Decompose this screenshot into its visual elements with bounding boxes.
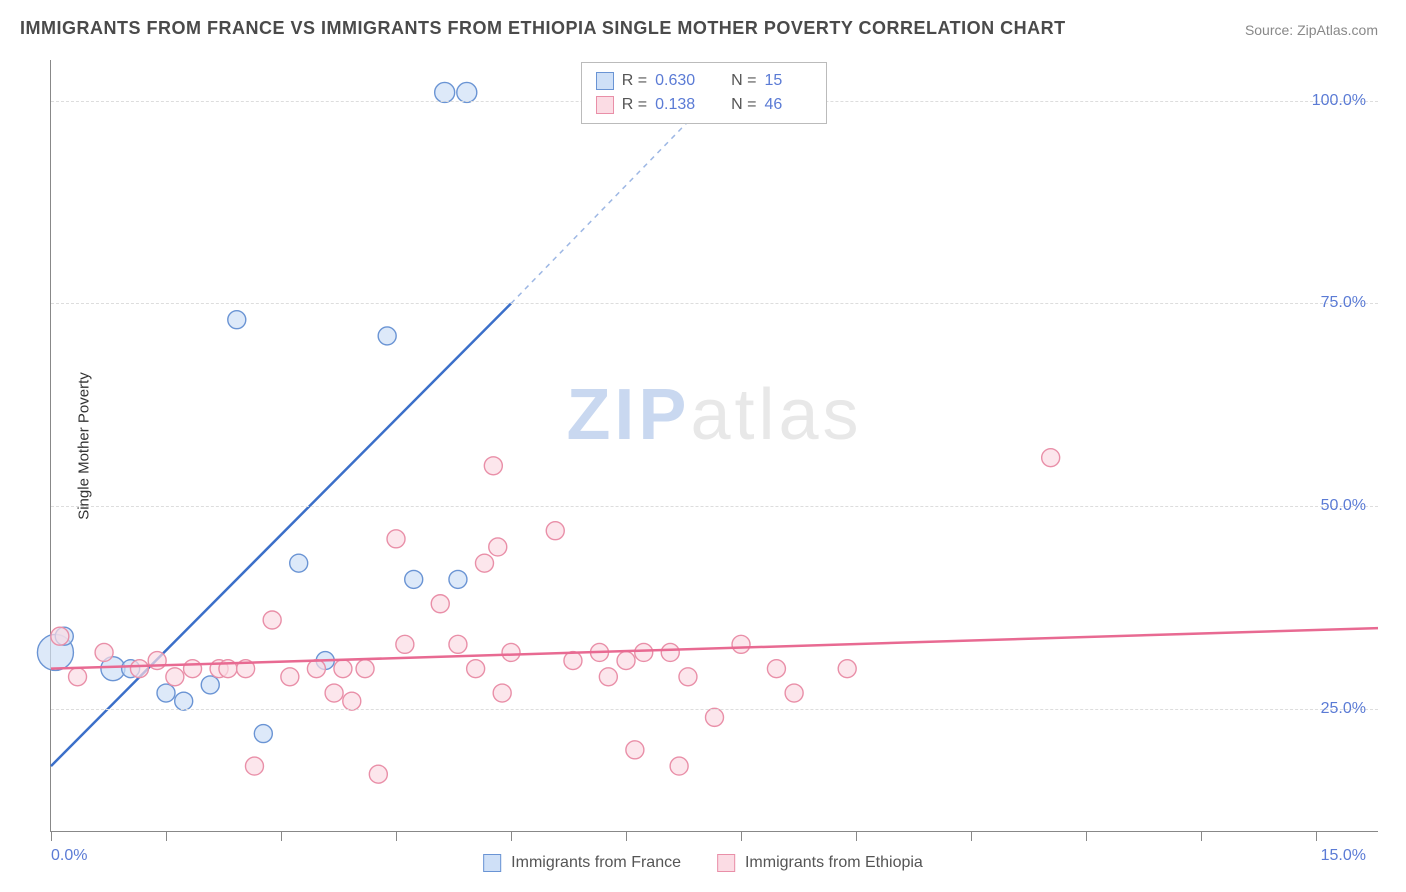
data-point xyxy=(457,82,477,102)
data-point xyxy=(785,684,803,702)
x-axis-max-label: 15.0% xyxy=(1321,847,1366,865)
data-point xyxy=(166,668,184,686)
xtick xyxy=(281,831,282,841)
data-point xyxy=(387,530,405,548)
data-point xyxy=(449,570,467,588)
xtick xyxy=(1086,831,1087,841)
ytick-label: 100.0% xyxy=(1312,92,1366,110)
data-point xyxy=(635,643,653,661)
xtick xyxy=(166,831,167,841)
legend-item-ethiopia: Immigrants from Ethiopia xyxy=(717,854,923,872)
xtick xyxy=(971,831,972,841)
r-label: R = xyxy=(622,96,647,114)
data-point xyxy=(325,684,343,702)
legend-stats-row: R = 0.138 N = 46 xyxy=(596,93,813,117)
legend-bottom: Immigrants from France Immigrants from E… xyxy=(483,854,923,872)
legend-stats-row: R = 0.630 N = 15 xyxy=(596,69,813,93)
data-point xyxy=(201,676,219,694)
xtick xyxy=(511,831,512,841)
ytick-label: 50.0% xyxy=(1321,497,1366,515)
r-value: 0.138 xyxy=(655,96,703,114)
xtick xyxy=(396,831,397,841)
data-point xyxy=(767,660,785,678)
data-point xyxy=(626,741,644,759)
data-point xyxy=(1042,449,1060,467)
gridline xyxy=(51,709,1378,710)
data-point xyxy=(489,538,507,556)
data-point xyxy=(130,660,148,678)
legend-swatch-ethiopia xyxy=(717,854,735,872)
data-point xyxy=(475,554,493,572)
data-point xyxy=(281,668,299,686)
data-point xyxy=(69,668,87,686)
data-point xyxy=(493,684,511,702)
data-point xyxy=(502,643,520,661)
data-point xyxy=(435,82,455,102)
data-point xyxy=(431,595,449,613)
data-point xyxy=(467,660,485,678)
n-value: 15 xyxy=(764,72,812,90)
ytick-label: 75.0% xyxy=(1321,294,1366,312)
ytick-label: 25.0% xyxy=(1321,700,1366,718)
legend-item-france: Immigrants from France xyxy=(483,854,681,872)
n-label: N = xyxy=(731,96,756,114)
legend-label-ethiopia: Immigrants from Ethiopia xyxy=(745,854,923,872)
data-point xyxy=(307,660,325,678)
data-point xyxy=(184,660,202,678)
data-point xyxy=(546,522,564,540)
data-point xyxy=(51,627,69,645)
gridline xyxy=(51,506,1378,507)
xtick xyxy=(51,831,52,841)
data-point xyxy=(732,635,750,653)
data-point xyxy=(396,635,414,653)
n-label: N = xyxy=(731,72,756,90)
data-point xyxy=(706,708,724,726)
legend-swatch-france xyxy=(483,854,501,872)
data-point xyxy=(599,668,617,686)
trendline xyxy=(51,628,1378,669)
data-point xyxy=(838,660,856,678)
data-point xyxy=(175,692,193,710)
data-point xyxy=(564,652,582,670)
data-point xyxy=(670,757,688,775)
xtick xyxy=(626,831,627,841)
data-point xyxy=(378,327,396,345)
data-point xyxy=(157,684,175,702)
n-value: 46 xyxy=(764,96,812,114)
data-point xyxy=(617,652,635,670)
data-point xyxy=(449,635,467,653)
xtick xyxy=(856,831,857,841)
gridline xyxy=(51,303,1378,304)
data-point xyxy=(356,660,374,678)
xtick xyxy=(741,831,742,841)
data-point xyxy=(405,570,423,588)
plot-area: ZIPatlas 0.0% 15.0% 25.0%50.0%75.0%100.0… xyxy=(50,60,1378,832)
data-point xyxy=(290,554,308,572)
legend-swatch xyxy=(596,96,614,114)
data-point xyxy=(343,692,361,710)
data-point xyxy=(484,457,502,475)
xtick xyxy=(1201,831,1202,841)
chart-title: IMMIGRANTS FROM FRANCE VS IMMIGRANTS FRO… xyxy=(20,18,1066,39)
r-label: R = xyxy=(622,72,647,90)
data-point xyxy=(245,757,263,775)
data-point xyxy=(95,643,113,661)
r-value: 0.630 xyxy=(655,72,703,90)
data-point xyxy=(369,765,387,783)
data-point xyxy=(661,643,679,661)
data-point xyxy=(263,611,281,629)
data-point xyxy=(679,668,697,686)
xtick xyxy=(1316,831,1317,841)
legend-swatch xyxy=(596,72,614,90)
legend-stats: R = 0.630 N = 15 R = 0.138 N = 46 xyxy=(581,62,828,124)
legend-label-france: Immigrants from France xyxy=(511,854,681,872)
data-point xyxy=(228,311,246,329)
data-point xyxy=(254,725,272,743)
trendline xyxy=(51,303,511,766)
data-point xyxy=(334,660,352,678)
chart-svg xyxy=(51,60,1378,831)
x-axis-min-label: 0.0% xyxy=(51,847,87,865)
source-label: Source: ZipAtlas.com xyxy=(1245,22,1378,38)
